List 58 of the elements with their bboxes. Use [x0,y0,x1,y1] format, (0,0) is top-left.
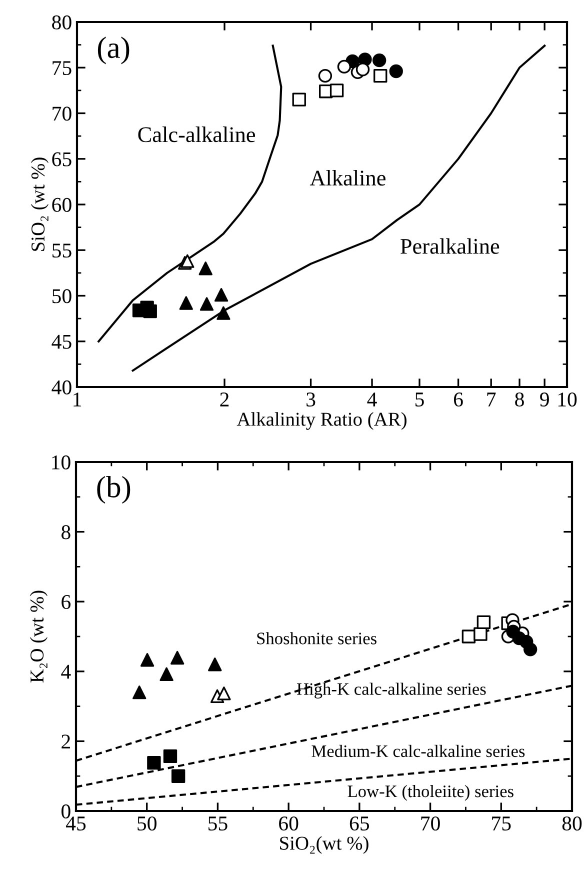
annotation: High-K calc-alkaline series [296,682,486,698]
y-tick-label: 4 [61,664,71,679]
x-tick-label: 75 [492,816,511,831]
y-tick-label: 8 [62,525,70,540]
x-tick-label: 8 [515,392,524,407]
y-tick-label: 6 [62,595,71,610]
y-tick-label: 50 [52,289,72,304]
point [171,769,186,783]
x-tick-label: 50 [138,816,156,831]
y-tick-label: 80 [52,15,72,30]
point [163,749,178,764]
x-tick-label: 10 [558,392,577,407]
y-tick-label: 0 [62,804,70,818]
y-tick-label: 10 [52,455,70,470]
x-tick-label: 65 [350,816,370,831]
point [208,658,222,672]
point [476,615,491,630]
x-axis-title: SiO₂(wt %) [280,836,368,854]
x-tick-label: 1 [74,392,81,406]
y-axis-title: K₂O (wt %) [30,590,48,683]
x-tick-label: 4 [367,392,377,406]
x-tick-label: 80 [562,816,582,831]
y-tick-label: 75 [52,61,72,76]
annotation: Calc-alkaline [138,126,256,142]
x-tick-label: 55 [208,816,228,831]
point [523,642,538,656]
y-tick-label: 45 [52,334,72,349]
chart-title: (b) [97,476,130,504]
x-tick-label: 7 [487,392,496,406]
annotation: Shoshonite series [257,632,376,644]
x-axis-title: Alkalinity Ratio (AR) [236,412,406,430]
x-tick-label: 9 [540,392,549,407]
x-tick-label: 5 [416,392,424,407]
y-tick-label: 55 [52,244,72,258]
point [147,756,161,770]
y-tick-label: 2 [62,734,70,748]
x-tick-label: 60 [279,816,298,831]
point [160,667,174,682]
x-tick-label: 3 [306,392,316,407]
chart-title: (a) [98,36,130,64]
x-tick-label: 6 [454,392,463,407]
point [140,653,154,667]
annotation: Peralkaline [400,238,500,254]
y-axis-title: SiO₂ (wt %) [30,158,49,251]
x-tick-label: 70 [421,816,440,831]
annotation: Low-K (tholeiite) series [348,784,514,801]
point [474,627,488,641]
y-tick-label: 70 [52,106,72,121]
annotation: Medium-K calc-alkaline series [312,744,525,758]
x-tick-label: 2 [220,392,229,406]
y-tick-label: 60 [52,198,72,212]
y-tick-label: 65 [52,152,72,166]
point [170,650,184,665]
y-tick-label: 40 [52,380,72,394]
point [462,630,476,644]
point [132,685,146,700]
point [217,686,231,700]
annotation: Alkaline [310,170,386,186]
